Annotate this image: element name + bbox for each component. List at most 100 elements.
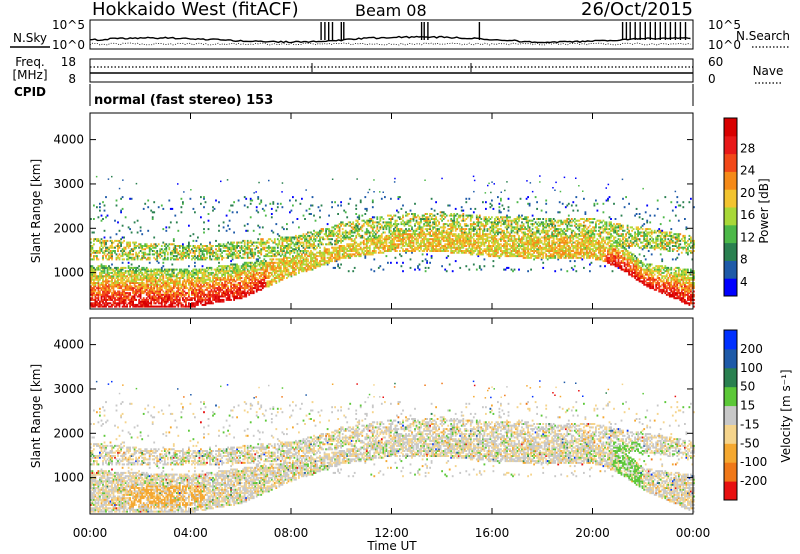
power-cell: [306, 210, 308, 212]
power-cell: [395, 215, 397, 217]
power-cell: [193, 208, 195, 210]
power-cell: [337, 213, 339, 215]
power-cell: [236, 211, 238, 213]
power-cell: [441, 245, 443, 247]
power-cell: [372, 206, 374, 208]
power-cell: [446, 215, 448, 217]
power-cell: [140, 243, 142, 245]
power-cell: [111, 264, 113, 266]
power-cell: [223, 226, 225, 228]
power-cell: [422, 228, 424, 230]
power-cell: [220, 296, 222, 298]
power-cell: [360, 226, 362, 228]
power-cell: [300, 203, 302, 205]
power-cell: [282, 226, 284, 228]
power-cell: [111, 255, 113, 257]
power-cell: [188, 242, 190, 244]
power-cell: [159, 275, 161, 277]
power-cell: [286, 223, 288, 225]
power-cell: [379, 265, 381, 267]
power-cell: [250, 240, 252, 242]
power-cell: [360, 242, 362, 244]
beam-title: Beam 08: [355, 1, 427, 20]
power-cell: [340, 238, 342, 240]
power-cell: [337, 264, 339, 266]
power-cell: [355, 208, 357, 210]
power-cell: [401, 218, 403, 220]
power-cell: [303, 242, 305, 244]
power-cell: [247, 240, 249, 242]
power-cell: [123, 258, 125, 260]
power-cell: [220, 269, 222, 271]
power-cell: [419, 269, 421, 271]
power-cell: [321, 205, 323, 207]
power-cell: [218, 201, 220, 203]
power-cell: [129, 292, 131, 294]
power-cell: [373, 216, 375, 218]
power-cell: [355, 213, 357, 215]
power-cell: [340, 242, 342, 244]
power-cell: [401, 247, 403, 249]
power-cell: [253, 255, 255, 257]
power-cell: [429, 262, 431, 264]
power-cell: [461, 240, 463, 242]
power-cell: [179, 257, 181, 259]
power-cell: [280, 265, 282, 267]
power-cell: [278, 242, 280, 244]
power-cell: [165, 226, 167, 228]
power-cell: [321, 242, 323, 244]
power-cell: [161, 205, 163, 207]
power-cell: [218, 262, 220, 264]
power-cell: [431, 255, 433, 257]
power-cell: [158, 243, 160, 245]
power-cell: [220, 253, 222, 255]
power-cell: [272, 232, 274, 234]
power-cell: [401, 242, 403, 244]
power-cell: [422, 260, 424, 262]
power-cell: [340, 205, 342, 207]
power-cell: [217, 253, 219, 255]
power-cell: [122, 262, 124, 264]
power-cell: [271, 213, 273, 215]
power-cell: [304, 218, 306, 220]
power-cell: [104, 205, 106, 207]
power-cell: [265, 215, 267, 217]
power-cell: [104, 237, 106, 239]
power-cell: [319, 210, 321, 212]
power-cell: [140, 275, 142, 277]
power-cell: [360, 235, 362, 237]
noise-strip: N.Sky 10^5 10^0 10^5 10^0 N.Search: [10, 18, 790, 52]
power-cell: [144, 203, 146, 205]
power-cell: [153, 211, 155, 213]
power-cell: [297, 218, 299, 220]
power-cell: [396, 220, 398, 222]
power-cell: [220, 299, 222, 301]
power-cell: [241, 277, 243, 279]
power-cell: [212, 245, 214, 247]
power-cell: [260, 248, 262, 250]
power-cell: [337, 205, 339, 207]
power-cell: [203, 206, 205, 208]
power-cell: [113, 242, 115, 244]
power-cell: [364, 255, 366, 257]
power-cell: [200, 269, 202, 271]
power-cell: [99, 301, 101, 303]
power-cell: [318, 206, 320, 208]
power-cell: [275, 223, 277, 225]
power-cell: [373, 270, 375, 272]
power-cell: [168, 247, 170, 249]
power-cell: [437, 213, 439, 215]
power-cell: [425, 267, 427, 269]
power-cell: [241, 265, 243, 267]
power-cell: [260, 242, 262, 244]
power-cell: [238, 200, 240, 202]
power-cell: [200, 203, 202, 205]
power-cell: [159, 257, 161, 259]
power-cell: [122, 255, 124, 257]
power-cell: [208, 228, 210, 230]
power-cell: [96, 206, 98, 208]
power-cell: [245, 198, 247, 200]
power-cell: [244, 225, 246, 227]
power-cell: [129, 242, 131, 244]
power-cell: [402, 262, 404, 264]
